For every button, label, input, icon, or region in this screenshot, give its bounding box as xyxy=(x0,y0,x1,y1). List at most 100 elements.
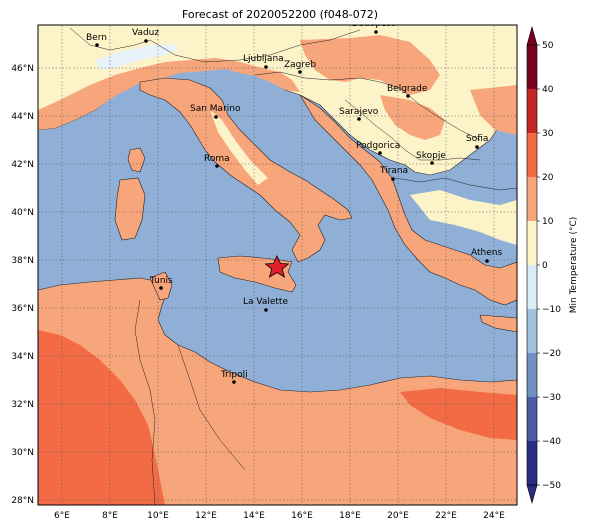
city-dot-la-valette xyxy=(264,308,268,312)
land-balkans-warm xyxy=(300,35,440,95)
lat-tick: 44°N xyxy=(11,112,34,122)
lat-tick: 28°N xyxy=(11,496,34,506)
map-area: Bern Vaduz Budapest Ljubljana Zagreb Bel… xyxy=(38,19,517,505)
colorbar-tick-label: −20 xyxy=(542,349,561,359)
city-label-tunis: Tunis xyxy=(149,276,173,286)
city-label-ljubljana: Ljubljana xyxy=(243,54,284,64)
land-corsica xyxy=(127,147,146,173)
lat-tick: 40°N xyxy=(11,208,34,218)
lon-tick: 24°E xyxy=(483,511,505,521)
colorbar-tick-label: 50 xyxy=(542,41,554,51)
land-greece-cool xyxy=(410,190,517,245)
city-dot-sarajevo xyxy=(357,117,361,121)
colorbar-tick-label: 10 xyxy=(542,217,554,227)
city-dot-bern xyxy=(95,43,99,47)
colorbar-level xyxy=(527,45,537,89)
lat-tick-labels: 46°N 44°N 42°N 40°N 38°N 36°N 34°N 32°N … xyxy=(11,64,34,506)
city-label-sarajevo: Sarajevo xyxy=(339,107,379,117)
forecast-point-star xyxy=(264,255,290,278)
colorbar-level xyxy=(527,397,537,441)
map-frame xyxy=(37,24,518,506)
lat-tick: 36°N xyxy=(11,304,34,314)
city-dot-sofia xyxy=(475,145,479,149)
land-italy-cool xyxy=(210,110,268,185)
land-aegean-east xyxy=(479,314,517,333)
colorbar: 50 40 30 20 10 0 −10 −20 −30 −40 −50 Min… xyxy=(526,25,579,505)
city-label-zagreb: Zagreb xyxy=(284,60,316,70)
colorbar-tick-label: 20 xyxy=(542,173,554,183)
colorbar-min-extend xyxy=(526,484,538,505)
lon-tick: 10°E xyxy=(147,511,169,521)
city-label-la-valette: La Valette xyxy=(243,297,288,307)
lat-tick: 32°N xyxy=(11,400,34,410)
city-labels: Bern Vaduz Budapest Ljubljana Zagreb Bel… xyxy=(86,19,502,380)
city-dot-roma xyxy=(215,164,219,168)
land-adriatic-east xyxy=(299,94,517,306)
lat-tick: 34°N xyxy=(11,352,34,362)
colorbar-level xyxy=(527,441,537,485)
lon-tick: 22°E xyxy=(435,511,457,521)
lon-tick: 12°E xyxy=(195,511,217,521)
land-eastern-warm xyxy=(470,85,517,135)
colorbar-level xyxy=(527,353,537,397)
city-label-belgrade: Belgrade xyxy=(387,84,428,94)
city-label-san-marino: San Marino xyxy=(190,104,241,114)
lon-tick: 18°E xyxy=(339,511,361,521)
city-label-skopje: Skopje xyxy=(416,151,446,161)
lat-tick: 30°N xyxy=(11,448,34,458)
land-africa-warm xyxy=(38,330,165,505)
map-title: Forecast of 2020052200 (f048-072) xyxy=(182,8,378,21)
snow-alps xyxy=(95,44,180,70)
city-dot-podgorica xyxy=(378,151,382,155)
colorbar-tick-label: 30 xyxy=(542,129,554,139)
city-dot-budapest xyxy=(374,30,378,34)
lon-tick: 20°E xyxy=(387,511,409,521)
colorbar-level xyxy=(527,133,537,177)
city-dot-vaduz xyxy=(144,39,148,43)
city-dot-tunis xyxy=(159,286,163,290)
colorbar-ticks xyxy=(537,44,540,486)
colorbar-level xyxy=(527,309,537,353)
city-label-tripoli: Tripoli xyxy=(220,370,248,380)
lon-tick: 8°E xyxy=(102,511,118,521)
colorbar-tick-label: −40 xyxy=(542,437,561,447)
city-label-podgorica: Podgorica xyxy=(356,141,400,151)
city-label-bern: Bern xyxy=(86,33,107,43)
city-dot-belgrade xyxy=(406,94,410,98)
land-tunisia xyxy=(149,271,173,301)
lat-tick: 42°N xyxy=(11,160,34,170)
graticule xyxy=(38,25,517,505)
lon-tick: 6°E xyxy=(54,511,70,521)
city-dot-tripoli xyxy=(232,380,236,384)
city-dot-ljubljana xyxy=(264,65,268,69)
land-libya-warm xyxy=(400,388,517,440)
city-markers xyxy=(95,30,489,384)
colorbar-level xyxy=(527,265,537,309)
city-dot-skopje xyxy=(430,161,434,165)
land-north-africa xyxy=(38,277,517,505)
city-label-tirana: Tirana xyxy=(379,166,408,176)
city-dot-zagreb xyxy=(298,70,302,74)
colorbar-tick-label: 0 xyxy=(542,261,548,271)
land-po-valley xyxy=(38,58,300,130)
lat-tick: 38°N xyxy=(11,256,34,266)
colorbar-level xyxy=(527,221,537,265)
colorbar-level xyxy=(527,89,537,133)
city-label-sofia: Sofia xyxy=(466,134,488,144)
city-label-athens: Athens xyxy=(471,248,502,258)
city-dot-athens xyxy=(485,259,489,263)
city-dot-san-marino xyxy=(214,115,218,119)
lat-tick: 46°N xyxy=(11,64,34,74)
land-sardinia xyxy=(114,177,146,241)
city-dot-tirana xyxy=(391,177,395,181)
colorbar-max-extend xyxy=(526,25,538,46)
colorbar-tick-label: −10 xyxy=(542,305,561,315)
lon-tick: 14°E xyxy=(243,511,265,521)
city-label-vaduz: Vaduz xyxy=(132,28,159,38)
colorbar-tick-label: −30 xyxy=(542,393,561,403)
city-label-budapest: Budapest xyxy=(352,19,395,29)
lon-tick-labels: 6°E 8°E 10°E 12°E 14°E 16°E 18°E 20°E 22… xyxy=(54,511,505,521)
lon-tick: 16°E xyxy=(291,511,313,521)
colorbar-label: Min Temperature (°C) xyxy=(569,217,579,314)
